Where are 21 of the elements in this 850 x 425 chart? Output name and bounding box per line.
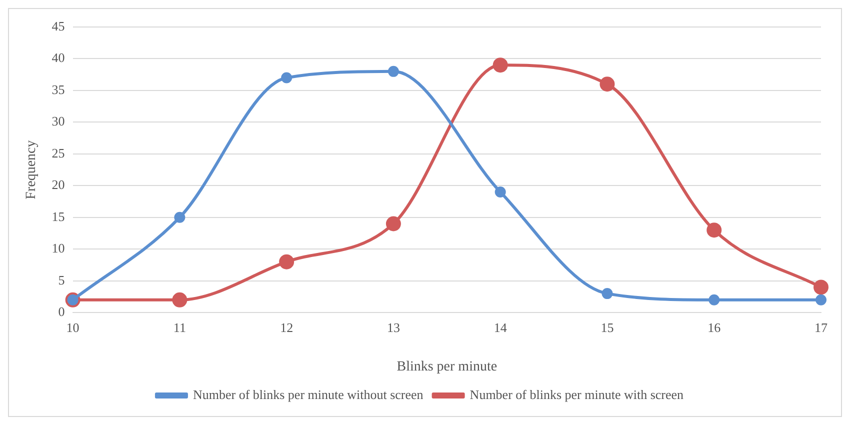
y-axis-title: Frequency	[24, 140, 40, 200]
x-tick-label: 16	[708, 320, 722, 335]
x-tick-label: 14	[494, 320, 508, 335]
x-tick-label: 13	[386, 320, 400, 335]
y-tick-label: 30	[52, 114, 65, 129]
x-tick-label: 11	[173, 320, 186, 335]
y-tick-label: 45	[52, 18, 65, 34]
y-tick-label: 35	[52, 82, 65, 97]
y-tick-label: 0	[58, 304, 65, 320]
y-tick-label: 10	[52, 240, 65, 256]
y-tick-label: 25	[52, 145, 65, 160]
y-tick-label: 40	[52, 50, 65, 66]
x-axis-title: Blinks per minute	[396, 359, 498, 374]
x-tick-label: 15	[600, 320, 614, 335]
legend-label: Number of blinks per minute without screen	[192, 386, 424, 402]
x-tick-label: 17	[814, 320, 828, 335]
y-tick-label: 5	[58, 272, 65, 288]
y-tick-label: 15	[52, 208, 65, 224]
legend-label: Number of blinks per minute with screen	[470, 386, 684, 402]
x-tick-label: 12	[280, 320, 294, 335]
y-tick-label: 20	[52, 177, 65, 192]
